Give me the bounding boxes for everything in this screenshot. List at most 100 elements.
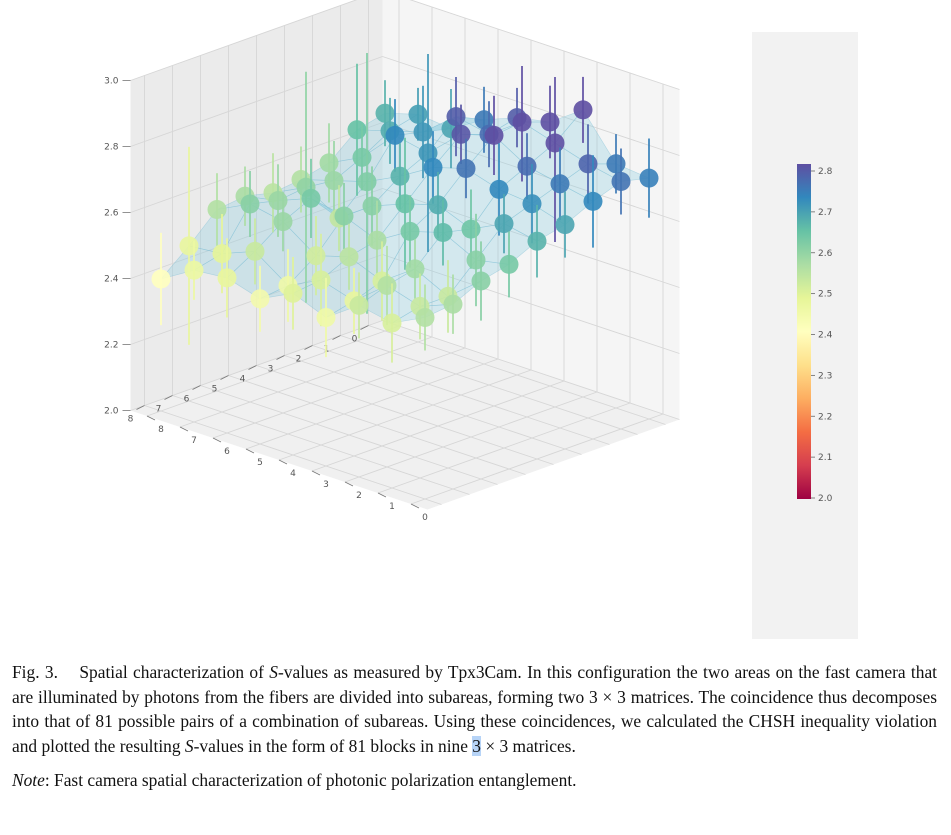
x-tick-label: 8 <box>128 415 134 425</box>
s-symbol: S <box>184 735 194 756</box>
data-point <box>499 254 519 274</box>
y-tick-label: 8 <box>158 425 164 435</box>
y-axis-ticks: 0 1 2 3 4 5 6 7 8 <box>146 415 428 523</box>
x-tick-mark <box>248 365 257 370</box>
y-tick-mark <box>278 459 288 465</box>
colorbar-tick-label: 2.2 <box>818 412 832 422</box>
s-symbol: S <box>269 662 278 682</box>
data-point <box>408 104 428 124</box>
data-point <box>377 276 397 295</box>
grid-line <box>410 413 664 505</box>
data-point <box>385 125 405 145</box>
data-point <box>489 179 509 199</box>
data-point <box>451 124 471 144</box>
y-tick-mark <box>245 448 255 454</box>
data-point <box>484 125 504 145</box>
data-point <box>339 247 359 267</box>
data-point <box>375 103 395 123</box>
data-point <box>550 174 570 194</box>
data-point <box>240 194 260 214</box>
colorbar-tick-label: 2.0 <box>818 494 833 504</box>
figure: 2.0 2.2 2.4 2.6 2.8 3.0 0 1 2 3 4 5 6 7 8 0 1 2 3 4 5 6 7 8 2… <box>104 0 858 639</box>
data-point <box>446 107 466 127</box>
data-point <box>349 295 369 315</box>
scatter-3d-plot: 2.0 2.2 2.4 2.6 2.8 3.0 0 1 2 3 4 5 6 7 8 0 1 2 3 4 5 6 7 8 <box>104 0 680 523</box>
z-tick-label: 2.2 <box>104 341 118 351</box>
grid-line <box>409 0 680 90</box>
y-tick-label: 6 <box>224 447 230 457</box>
data-point <box>316 308 336 327</box>
data-point <box>517 156 537 176</box>
data-point <box>390 166 410 186</box>
y-tick-mark <box>311 470 321 476</box>
x-tick-label: 0 <box>352 335 358 345</box>
data-point <box>583 191 603 211</box>
grid-line <box>382 320 680 420</box>
data-point <box>352 147 372 167</box>
data-point <box>250 289 270 309</box>
x-tick-label: 2 <box>296 355 302 365</box>
z-tick-label: 3.0 <box>104 77 119 87</box>
data-point <box>456 159 476 178</box>
grid-line <box>130 0 358 81</box>
z-tick-label: 2.6 <box>104 209 119 219</box>
data-point <box>611 172 631 191</box>
data-point <box>578 154 598 174</box>
x-tick-label: 3 <box>268 365 274 375</box>
z-axis-ticks: 2.0 2.2 2.4 2.6 2.8 3.0 <box>104 77 131 417</box>
y-tick-mark <box>344 481 354 487</box>
colorbar-ticks: 2.0 2.1 2.2 2.3 2.4 2.5 2.6 2.7 2.8 <box>811 167 833 504</box>
data-point <box>179 236 199 256</box>
caption-note: Note: Fast camera spatial characterizati… <box>12 768 937 793</box>
data-point <box>606 154 626 174</box>
colorbar-tick-label: 2.3 <box>818 371 832 381</box>
z-tick-label: 2.0 <box>104 407 119 417</box>
data-point <box>184 260 204 280</box>
caption-text-3: -values in the form of 81 blocks in nine <box>193 735 473 756</box>
caption-paragraph: Fig. 3. Spatial characterization of S-va… <box>12 660 937 758</box>
data-point <box>639 168 659 188</box>
y-tick-mark <box>410 503 420 509</box>
grid-line <box>172 395 470 495</box>
data-point <box>428 195 448 215</box>
data-point <box>217 268 237 288</box>
colorbar-panel: 2.0 2.1 2.2 2.3 2.4 2.5 2.6 2.7 2.8 <box>752 32 858 639</box>
x-tick-mark <box>192 385 201 390</box>
grid-line <box>144 405 442 505</box>
colorbar-gradient <box>797 164 811 499</box>
colorbar: 2.0 2.1 2.2 2.3 2.4 2.5 2.6 2.7 2.8 <box>797 164 833 504</box>
data-point <box>512 112 532 132</box>
data-point <box>306 246 326 266</box>
data-point <box>207 200 227 219</box>
data-point <box>334 206 354 226</box>
colorbar-tick-label: 2.4 <box>818 331 833 341</box>
x-tick-label: 7 <box>156 405 162 415</box>
x-tick-mark <box>332 335 341 340</box>
figure-caption: Fig. 3. Spatial characterization of S-va… <box>12 660 937 793</box>
y-tick-label: 5 <box>257 458 263 468</box>
data-point <box>324 171 344 191</box>
caption-text-2: -values as measured by Tpx3Cam. In this … <box>12 662 938 756</box>
surface-mesh <box>160 109 651 324</box>
data-point <box>357 172 377 192</box>
data-point <box>311 270 331 290</box>
data-point <box>400 221 420 241</box>
x-tick-label: 4 <box>240 375 246 385</box>
data-point <box>540 112 560 132</box>
data-point <box>347 120 367 140</box>
data-point <box>319 153 339 173</box>
data-point <box>405 259 425 279</box>
y-tick-mark <box>212 437 222 443</box>
data-point <box>245 241 265 261</box>
grid-line <box>382 56 680 156</box>
note-label: Note <box>12 770 45 790</box>
caption-text-1: Spatial characterization of <box>79 662 270 682</box>
selected-text[interactable]: 3 <box>472 735 481 756</box>
data-point <box>527 231 547 251</box>
data-point <box>268 191 288 211</box>
data-point <box>273 212 293 232</box>
data-point <box>471 271 491 291</box>
y-tick-label: 0 <box>422 513 428 523</box>
caption-text-4: × 3 matrices. <box>481 735 576 756</box>
data-point <box>362 196 382 216</box>
